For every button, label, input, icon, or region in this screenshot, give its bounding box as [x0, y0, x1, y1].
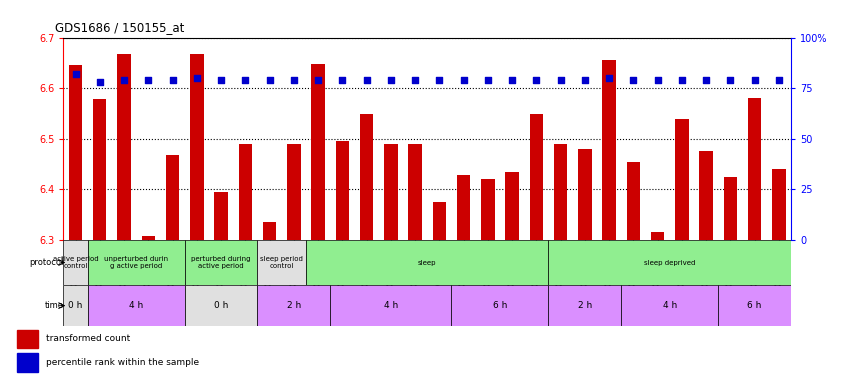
Text: 0 h: 0 h [69, 301, 83, 310]
Point [530, 77, 543, 83]
Point [505, 77, 519, 83]
Text: time: time [45, 301, 63, 310]
Bar [190, 54, 204, 240]
Bar [214, 192, 228, 240]
Point [554, 77, 568, 83]
Bar [166, 156, 179, 240]
Bar [63, 285, 88, 326]
Point [214, 77, 228, 83]
Bar [723, 177, 737, 240]
Bar [63, 240, 88, 285]
Text: 4 h: 4 h [129, 301, 143, 310]
Bar [530, 114, 543, 240]
Bar [481, 179, 495, 240]
Bar [627, 162, 640, 240]
Bar [772, 169, 786, 240]
Point [481, 77, 495, 83]
Bar [263, 222, 277, 240]
Point [166, 77, 179, 83]
Text: 4 h: 4 h [662, 301, 677, 310]
Text: unperturbed durin
g active period: unperturbed durin g active period [104, 256, 168, 269]
Point [311, 77, 325, 83]
Bar [17, 353, 38, 372]
Bar [621, 285, 718, 326]
Bar [69, 65, 82, 240]
Text: perturbed during
active period: perturbed during active period [191, 256, 250, 269]
Text: percentile rank within the sample: percentile rank within the sample [47, 358, 200, 367]
Bar [602, 60, 616, 240]
Bar [287, 144, 300, 240]
Point [336, 77, 349, 83]
Point [409, 77, 422, 83]
Text: sleep: sleep [418, 260, 437, 266]
Bar [548, 285, 621, 326]
Bar [700, 152, 713, 240]
Bar [141, 236, 155, 240]
Point [627, 77, 640, 83]
Bar [88, 285, 184, 326]
Point [675, 77, 689, 83]
Bar [554, 144, 568, 240]
Text: transformed count: transformed count [47, 334, 130, 344]
Point [69, 71, 82, 77]
Point [651, 77, 664, 83]
Bar [184, 240, 257, 285]
Bar [17, 330, 38, 348]
Point [602, 75, 616, 81]
Point [700, 77, 713, 83]
Bar [718, 285, 791, 326]
Bar [257, 240, 306, 285]
Bar [118, 54, 131, 240]
Text: 6 h: 6 h [493, 301, 507, 310]
Bar [578, 149, 591, 240]
Point [287, 77, 300, 83]
Point [772, 77, 786, 83]
Bar [675, 118, 689, 240]
Text: 4 h: 4 h [384, 301, 398, 310]
Bar [457, 175, 470, 240]
Text: active period
control: active period control [52, 256, 98, 269]
Bar [306, 240, 548, 285]
Text: GDS1686 / 150155_at: GDS1686 / 150155_at [55, 21, 184, 34]
Text: 0 h: 0 h [214, 301, 228, 310]
Bar [384, 144, 398, 240]
Bar [184, 285, 257, 326]
Point [723, 77, 737, 83]
Text: 2 h: 2 h [287, 301, 301, 310]
Text: 2 h: 2 h [578, 301, 592, 310]
Bar [452, 285, 548, 326]
Point [93, 79, 107, 85]
Point [190, 75, 204, 81]
Point [263, 77, 277, 83]
Point [141, 77, 155, 83]
Point [578, 77, 591, 83]
Bar [360, 114, 373, 240]
Bar [93, 99, 107, 240]
Text: protocol: protocol [29, 258, 63, 267]
Point [748, 77, 761, 83]
Bar [336, 141, 349, 240]
Text: sleep period
control: sleep period control [261, 256, 303, 269]
Bar [257, 285, 330, 326]
Bar [239, 144, 252, 240]
Bar [409, 144, 422, 240]
Point [457, 77, 470, 83]
Bar [330, 285, 452, 326]
Bar [88, 240, 184, 285]
Point [432, 77, 446, 83]
Point [384, 77, 398, 83]
Bar [505, 172, 519, 240]
Bar [651, 232, 664, 240]
Bar [548, 240, 791, 285]
Point [118, 77, 131, 83]
Point [239, 77, 252, 83]
Text: sleep deprived: sleep deprived [644, 260, 695, 266]
Bar [311, 64, 325, 240]
Bar [432, 202, 446, 240]
Point [360, 77, 373, 83]
Text: 6 h: 6 h [748, 301, 761, 310]
Bar [748, 98, 761, 240]
